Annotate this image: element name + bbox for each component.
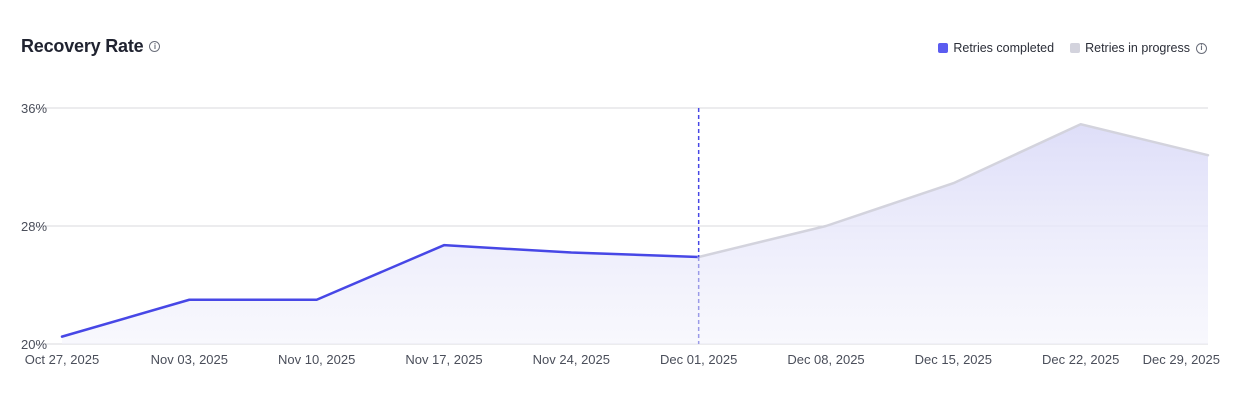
x-tick-label: Nov 03, 2025: [151, 352, 228, 367]
legend-swatch-completed: [938, 43, 949, 53]
x-tick-label: Nov 10, 2025: [278, 352, 355, 367]
x-axis-ticks: Oct 27, 2025 Nov 03, 2025 Nov 10, 2025 Nov …: [25, 352, 1220, 367]
y-axis-ticks: 36% 28% 20%: [21, 101, 47, 352]
x-tick-label: Dec 08, 2025: [787, 352, 864, 367]
legend-item-completed[interactable]: Retries completed: [938, 41, 1054, 55]
chart-title: Recovery Rate: [21, 36, 144, 56]
info-icon[interactable]: i: [149, 41, 161, 52]
x-tick-label: Dec 29, 2025: [1143, 352, 1220, 367]
x-tick-label: Dec 15, 2025: [915, 352, 992, 367]
legend-item-in-progress[interactable]: Retries in progress i: [1070, 41, 1207, 55]
chart-legend: Retries completed Retries in progress i: [938, 41, 1207, 55]
y-tick-label: 36%: [21, 101, 47, 116]
legend-label-completed: Retries completed: [953, 41, 1055, 55]
y-tick-label: 20%: [21, 337, 47, 352]
area-fill: [62, 124, 1208, 344]
x-tick-label: Nov 17, 2025: [405, 352, 482, 367]
y-tick-label: 28%: [21, 219, 47, 234]
legend-label-in-progress: Retries in progress: [1085, 41, 1190, 55]
chart-header: Recovery Rate i: [21, 36, 161, 57]
x-tick-label: Dec 22, 2025: [1042, 352, 1119, 367]
info-icon-in-progress[interactable]: i: [1196, 42, 1207, 54]
x-tick-label: Oct 27, 2025: [25, 352, 99, 367]
x-tick-label: Nov 24, 2025: [533, 352, 610, 367]
x-tick-label: Dec 01, 2025: [660, 352, 737, 367]
area-path: [62, 124, 1208, 344]
series-line-completed: [60, 243, 700, 338]
legend-swatch-in-progress: [1070, 43, 1081, 53]
